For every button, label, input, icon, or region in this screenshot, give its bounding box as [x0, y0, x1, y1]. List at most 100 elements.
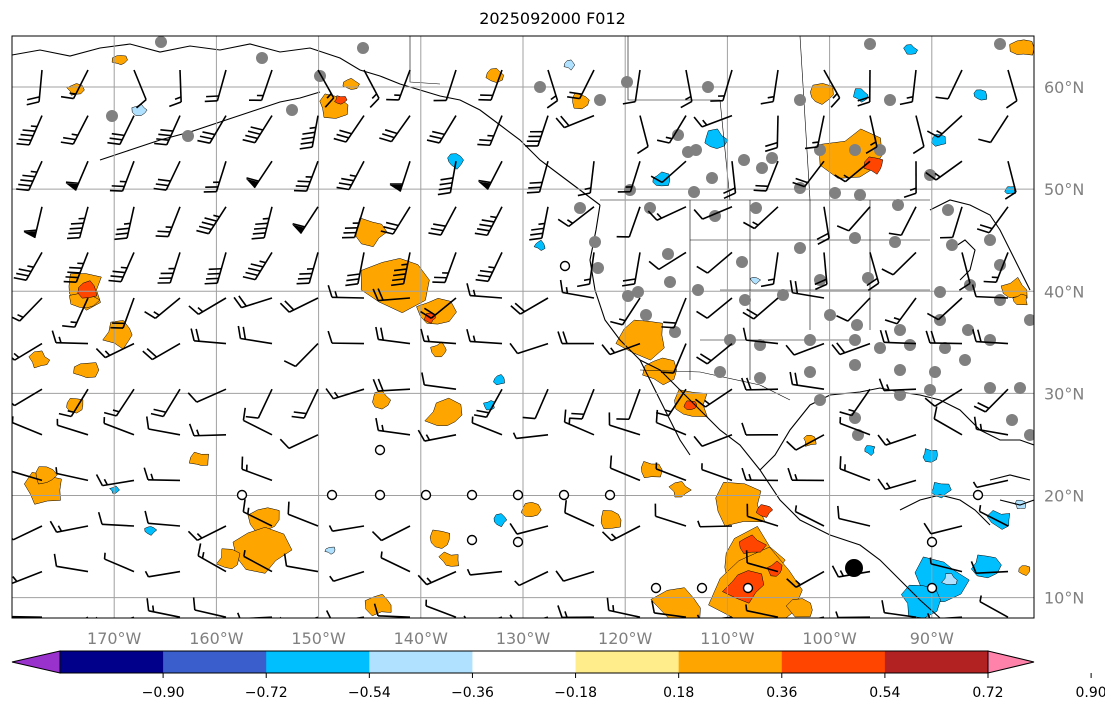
wind-barb: [510, 297, 549, 315]
wind-barb: [973, 388, 1009, 413]
wind-barb: [569, 388, 595, 420]
precip-fill-red: [77, 280, 98, 299]
wind-barb: [760, 252, 779, 288]
wind-barb: [696, 342, 733, 365]
wind-barb: [109, 160, 135, 192]
precip-fill-orange: [785, 598, 813, 618]
precip-fill-blue: [493, 374, 505, 386]
wind-barb: [103, 552, 135, 573]
precip-fill-orange: [102, 320, 133, 350]
station-dot: [929, 366, 941, 378]
wind-barb: [745, 550, 779, 573]
precip-fill-blue: [144, 526, 158, 536]
wind-barb: [509, 342, 549, 355]
latitude-labels: 60°N 50°N 40°N 30°N 20°N 10°N: [1044, 78, 1084, 608]
wind-barb: [192, 597, 227, 618]
longitude-labels: 170°W 160°W 150°W 140°W 130°W 120°W 110°W 100°W…: [87, 629, 954, 648]
wind-barb: [437, 161, 457, 196]
calm-wind-circle: [236, 489, 248, 501]
wind-barb: [746, 503, 779, 527]
wind-barb: [1004, 161, 1017, 200]
station-dot: [824, 309, 836, 321]
wind-barb: [655, 462, 687, 482]
wind-barb: [188, 423, 227, 437]
colorbar-tick-label: −0.72: [245, 685, 288, 701]
wind-barb: [622, 69, 641, 105]
wind-barb: [283, 553, 319, 573]
station-dot: [738, 154, 750, 166]
station-dot: [1006, 414, 1018, 426]
wind-barb: [154, 115, 181, 146]
wind-barb: [60, 69, 89, 100]
wind-barb: [636, 115, 649, 155]
political-border: [719, 99, 731, 201]
colorbar-tick-label: −0.90: [142, 685, 185, 701]
station-dot: [994, 259, 1006, 271]
wind-barb: [836, 297, 871, 322]
station-dot: [739, 294, 751, 306]
station-dot: [864, 38, 876, 50]
wind-barb: [471, 416, 503, 436]
precip-fill-blue: [652, 171, 671, 187]
wind-barb: [794, 505, 825, 527]
wind-barb: [420, 297, 457, 319]
wind-barb: [923, 522, 963, 535]
wind-barb: [380, 206, 411, 235]
calm-wind-circle: [742, 582, 754, 594]
wind-barb: [389, 160, 411, 192]
colorbar-extend-high: [987, 650, 1035, 674]
wind-barb: [426, 115, 457, 144]
wind-barb: [622, 252, 641, 287]
precip-fill-lightblue: [941, 573, 958, 585]
wind-barb: [742, 297, 779, 320]
precip-fill-orange: [73, 362, 100, 378]
wind-barb: [363, 69, 380, 108]
wind-barb: [233, 295, 273, 309]
wind-barb: [888, 206, 917, 237]
wind-barb: [837, 505, 871, 527]
station-dot: [155, 36, 167, 48]
wind-barb: [477, 115, 503, 147]
precip-fill-orange: [615, 319, 665, 361]
wind-barb: [12, 388, 43, 407]
wind-barb: [972, 479, 1009, 489]
wind-barb: [940, 206, 963, 239]
wind-barb: [970, 561, 1009, 575]
station-dot: [851, 319, 863, 331]
wind-barb: [197, 543, 227, 573]
wind-barb: [577, 161, 595, 197]
wind-barb: [877, 434, 917, 446]
station-dot: [984, 382, 996, 394]
wind-barb: [526, 160, 549, 194]
station-dot: [874, 144, 886, 156]
colorbar-tick-label: 0.54: [869, 685, 900, 701]
wind-barb: [865, 115, 878, 155]
colorbar-tick-label: 0.18: [663, 685, 694, 701]
precip-fill-blue: [864, 445, 876, 456]
lon-tick-label: 110°W: [700, 629, 755, 648]
lat-tick-label: 10°N: [1044, 589, 1084, 608]
wind-barb: [474, 206, 503, 237]
wind-barb: [187, 525, 227, 542]
wind-barb: [333, 115, 365, 143]
station-dot: [889, 236, 901, 248]
wind-barb: [529, 206, 549, 241]
wind-barb: [133, 69, 147, 109]
wind-barb: [279, 434, 319, 450]
wind-barb: [327, 330, 365, 345]
wind-barb: [522, 388, 549, 420]
station-dot: [592, 262, 604, 274]
wind-barb: [789, 371, 825, 390]
precip-fill-blue: [973, 89, 987, 101]
wind-barb: [12, 525, 43, 541]
station-dot: [706, 172, 718, 184]
station-dot: [849, 232, 861, 244]
wind-barb: [926, 297, 963, 321]
wind-barb: [857, 69, 871, 107]
coastline: [99, 91, 321, 161]
wind-barb: [661, 297, 687, 329]
station-dot: [662, 248, 674, 260]
colorbar-tick-label: 0.36: [766, 685, 797, 701]
wind-barb: [701, 463, 733, 482]
lat-tick-label: 20°N: [1044, 486, 1084, 505]
